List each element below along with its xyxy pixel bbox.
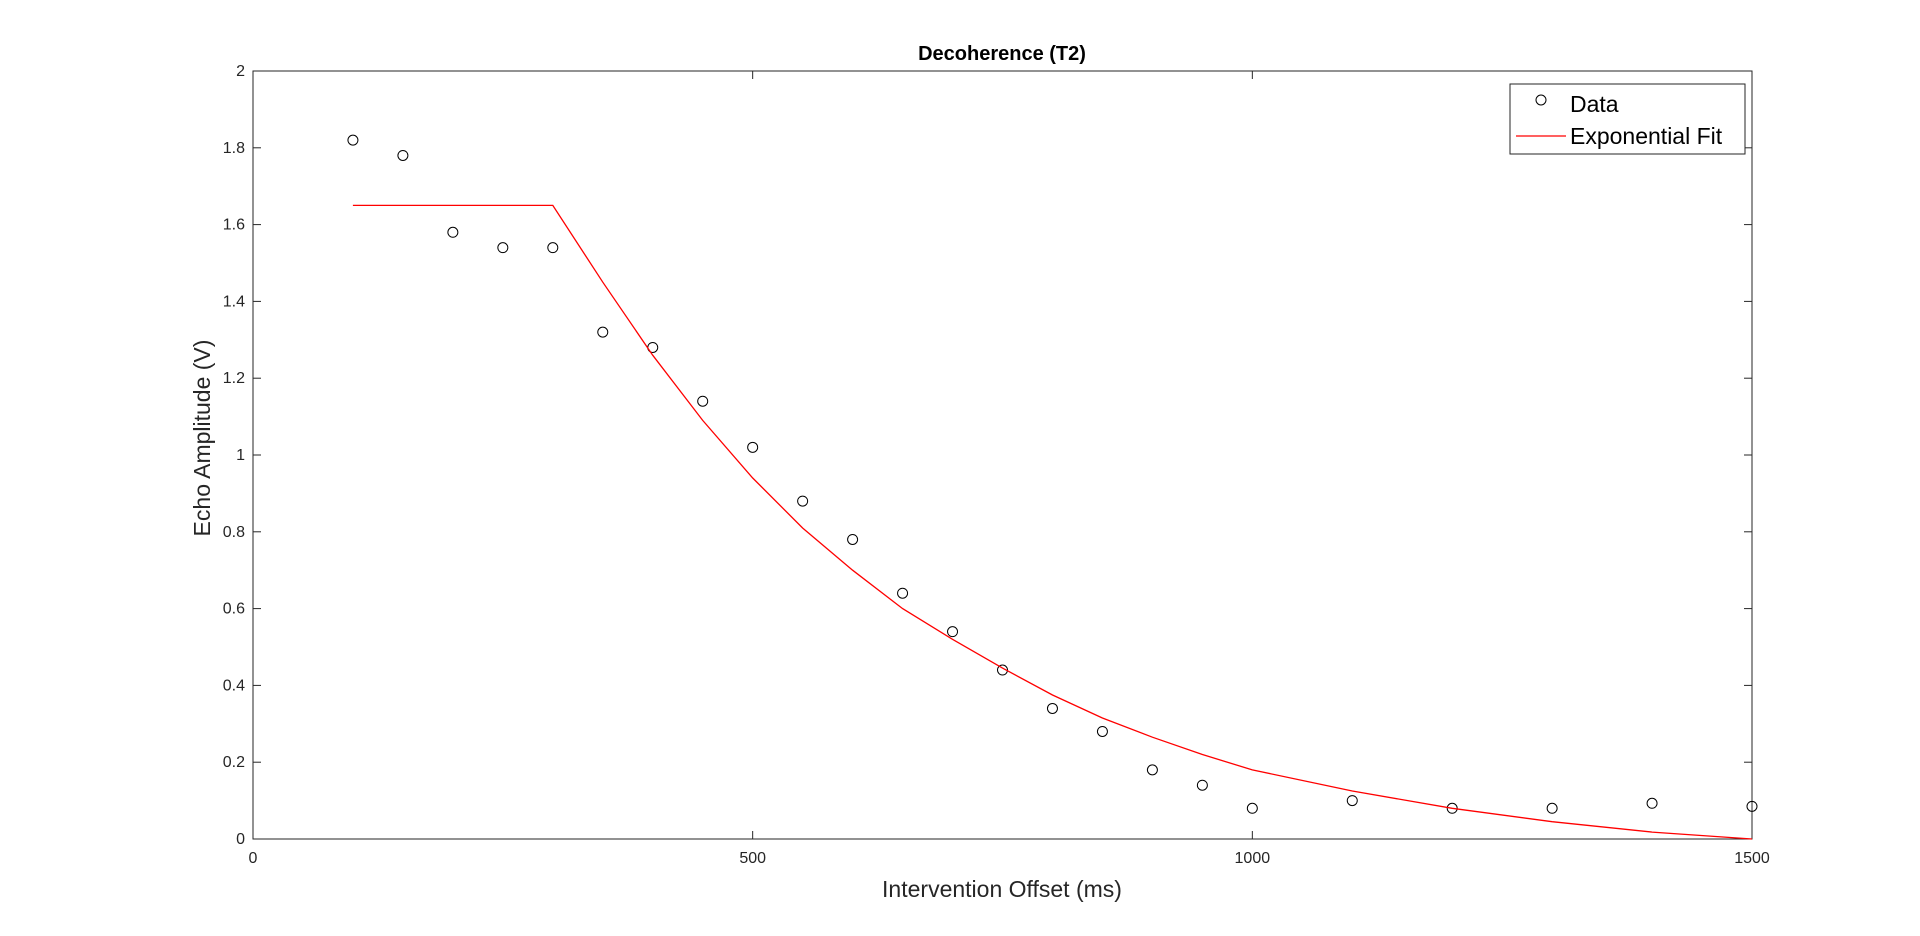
y-tick-label: 0.6 — [223, 601, 245, 618]
y-tick-label: 0.2 — [223, 754, 245, 771]
data-point — [797, 495, 809, 507]
data-point — [1446, 802, 1458, 814]
data-point — [847, 533, 859, 545]
data-point — [1046, 702, 1058, 714]
axes: 0 500 1000 1500 0 0.2 0.4 0.6 0.8 1 1.2 1.4 1.6 1.8 2 — [223, 63, 1770, 867]
series-line-exponential-fit — [352, 204, 1753, 840]
x-tick-label: 1500 — [1734, 850, 1770, 867]
y-tick-label: 0.4 — [223, 677, 245, 694]
data-point — [1546, 802, 1558, 814]
data-point — [697, 395, 709, 407]
y-axis-label: Echo Amplitude (V) — [189, 340, 215, 537]
y-tick-label: 0.8 — [223, 524, 245, 541]
data-point — [897, 587, 909, 599]
data-point — [997, 664, 1008, 676]
data-point — [347, 134, 359, 146]
y-tick-label: 2 — [236, 63, 245, 80]
data-point — [397, 149, 409, 161]
y-tick-label: 1.4 — [223, 293, 245, 310]
legend-marker-swatch — [1535, 94, 1547, 106]
data-point — [1646, 797, 1658, 809]
x-tick-label: 0 — [249, 850, 258, 867]
legend-entry-label: Exponential Fit — [1570, 123, 1723, 149]
legend-entry-label: Data — [1570, 91, 1619, 117]
chart-title: Decoherence (T2) — [918, 43, 1086, 65]
data-point — [497, 242, 509, 254]
data-point — [1146, 764, 1158, 776]
y-tick-label: 0 — [236, 831, 245, 848]
x-axis-label: Intervention Offset (ms) — [882, 876, 1122, 902]
data-point — [547, 242, 559, 254]
data-point — [1346, 795, 1358, 807]
data-point — [947, 626, 959, 638]
data-point — [747, 441, 759, 453]
data-point — [1246, 802, 1258, 814]
data-point — [597, 326, 609, 338]
plot-frame — [252, 70, 1753, 840]
x-tick-label: 500 — [739, 850, 766, 867]
plot-area — [347, 134, 1758, 840]
y-tick-label: 1.8 — [223, 140, 245, 157]
y-tick-label: 1.6 — [223, 217, 245, 234]
legend: Data Exponential Fit — [1509, 83, 1746, 155]
y-tick-label: 1.2 — [223, 370, 245, 387]
x-tick-label: 1000 — [1235, 850, 1271, 867]
data-point — [447, 226, 459, 238]
y-tick-label: 1 — [236, 447, 245, 464]
data-point — [1746, 800, 1758, 812]
legend-box — [1509, 83, 1746, 155]
data-point — [1196, 779, 1208, 791]
data-point — [1096, 725, 1108, 737]
